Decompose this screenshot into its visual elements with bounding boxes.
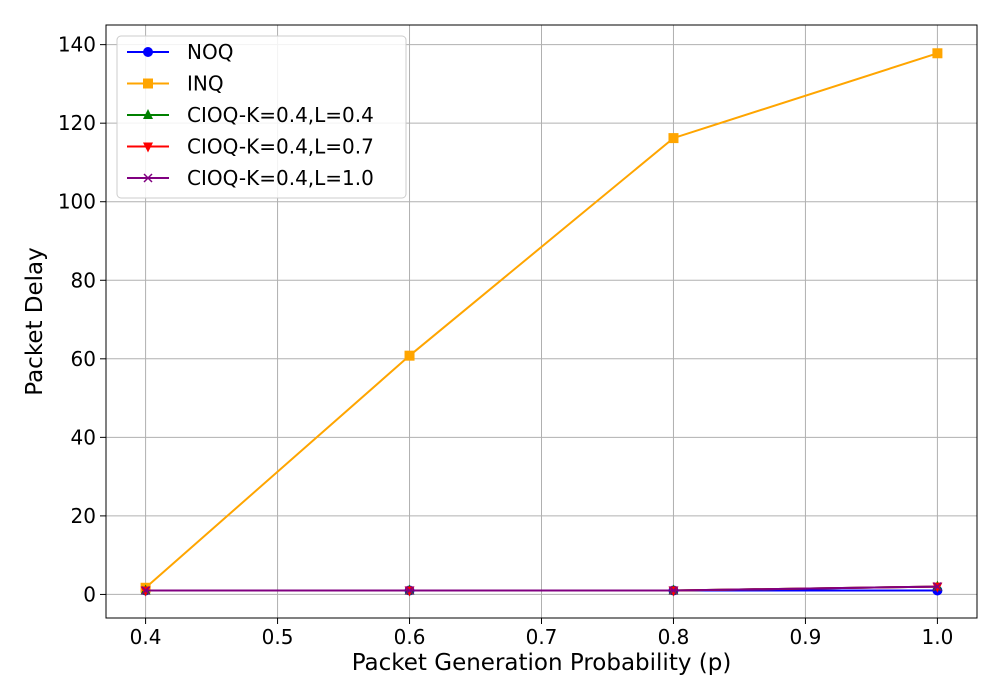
series-layer bbox=[140, 48, 943, 597]
legend-box bbox=[116, 35, 407, 199]
x-tick-label: 0.4 bbox=[130, 625, 162, 649]
legend-label: INQ bbox=[187, 72, 224, 96]
series-line bbox=[145, 585, 938, 592]
data-point bbox=[668, 133, 679, 144]
legend-marker bbox=[143, 47, 153, 57]
y-tick-label: 20 bbox=[71, 504, 96, 528]
y-axis-ticks: 0 20 40 60 80 100 120 140 bbox=[58, 33, 106, 606]
y-tick-label: 100 bbox=[58, 190, 96, 214]
x-axis-label: Packet Generation Probability (p) bbox=[352, 650, 732, 676]
legend: NOQ INQ CIOQ-K=0.4,L=0.4 CIOQ-K=0.4,L=0.7 CI… bbox=[116, 35, 407, 199]
legend-marker bbox=[143, 142, 153, 153]
y-tick-label: 80 bbox=[71, 268, 96, 292]
y-axis-label: Packet Delay bbox=[22, 247, 48, 396]
x-tick-label: 0.5 bbox=[262, 625, 294, 649]
legend-item: CIOQ-K=0.4,L=1.0 bbox=[127, 166, 374, 190]
x-tick-label: 0.9 bbox=[790, 625, 822, 649]
data-point bbox=[404, 350, 415, 361]
legend-marker bbox=[143, 173, 153, 183]
grid-lines bbox=[106, 25, 977, 618]
legend-label: CIOQ-K=0.4,L=0.7 bbox=[187, 135, 374, 159]
legend-label: CIOQ-K=0.4,L=0.4 bbox=[187, 103, 374, 127]
data-point bbox=[141, 585, 151, 596]
y-tick-label: 60 bbox=[71, 347, 96, 371]
legend-item: CIOQ-K=0.4,L=0.4 bbox=[127, 103, 374, 127]
legend-marker bbox=[143, 109, 153, 119]
y-tick-label: 40 bbox=[71, 425, 96, 449]
x-tick-label: 0.6 bbox=[394, 625, 426, 649]
series-cioq-k-0-4-l-1-0 bbox=[141, 582, 942, 596]
legend-item: CIOQ-K=0.4,L=0.7 bbox=[127, 135, 374, 159]
series-line bbox=[144, 52, 938, 589]
x-tick-label: 1.0 bbox=[922, 625, 954, 649]
data-point bbox=[932, 48, 943, 59]
y-tick-label: 0 bbox=[83, 582, 96, 606]
data-point bbox=[404, 585, 415, 596]
legend-label: NOQ bbox=[187, 40, 233, 64]
legend-item: INQ bbox=[127, 72, 224, 96]
data-point bbox=[668, 585, 679, 596]
x-axis-ticks: 0.4 0.5 0.6 0.7 0.8 0.9 1.0 bbox=[130, 618, 954, 649]
legend-marker bbox=[143, 78, 153, 89]
data-point bbox=[932, 582, 942, 592]
x-tick-label: 0.7 bbox=[526, 625, 558, 649]
x-tick-label: 0.8 bbox=[658, 625, 690, 649]
legend-item: NOQ bbox=[127, 40, 233, 64]
legend-label: CIOQ-K=0.4,L=1.0 bbox=[187, 166, 374, 190]
y-tick-label: 140 bbox=[58, 33, 96, 57]
y-tick-label: 120 bbox=[58, 111, 96, 135]
